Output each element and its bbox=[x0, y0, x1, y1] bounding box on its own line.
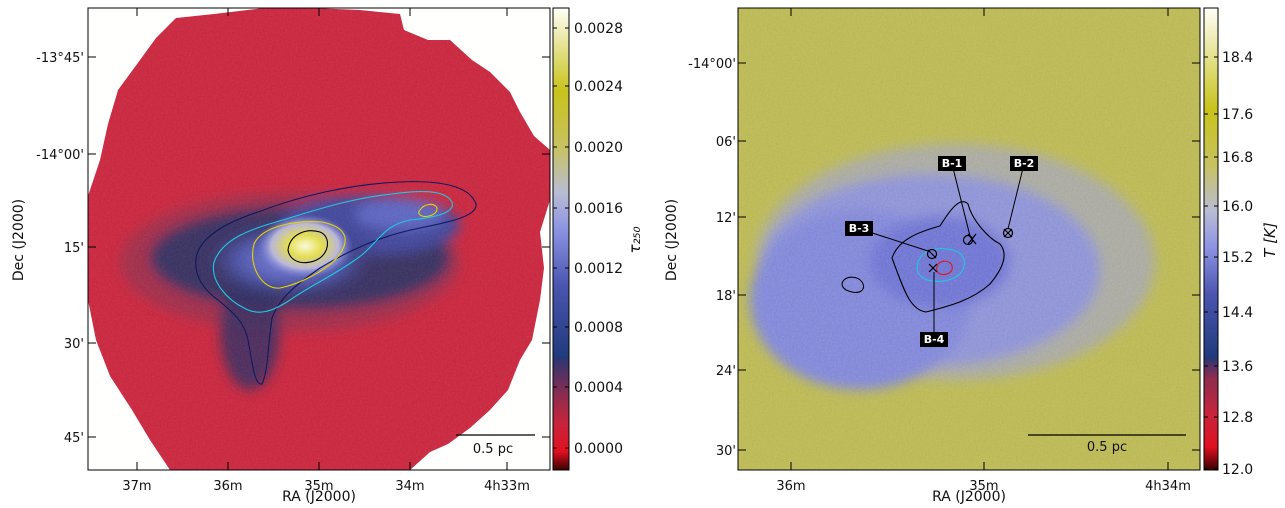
ticks-left bbox=[88, 8, 550, 470]
colorbar-tick-label: 0.0016 bbox=[574, 201, 623, 217]
colorbar-tick-label: 0.0024 bbox=[574, 79, 623, 95]
colorbar-tick-label: 16.0 bbox=[1222, 199, 1253, 215]
contour-red bbox=[936, 260, 953, 276]
colorbar-tick-label: 0.0004 bbox=[574, 380, 623, 396]
colorbar-tick-label: 0.0008 bbox=[574, 320, 623, 336]
ticks-right bbox=[738, 8, 1200, 470]
source-label-b4: B-4 bbox=[920, 332, 948, 347]
source-markers bbox=[926, 227, 1014, 273]
source-b4-text: B-4 bbox=[924, 333, 945, 346]
colorbar-tau: 0.0028 0.0024 0.0020 0.0016 0.0012 0.000… bbox=[552, 7, 644, 471]
y-tick-label: 18' bbox=[716, 289, 736, 304]
colorbar-tick-label: 14.4 bbox=[1222, 305, 1253, 321]
x-axis-label-left: RA (J2000) bbox=[282, 489, 356, 504]
y-axis-label-left: Dec (J2000) bbox=[11, 199, 27, 281]
colorbar-tick-label: 17.6 bbox=[1222, 107, 1253, 123]
colorbar-tick-label: 0.0012 bbox=[574, 261, 623, 277]
contour-yellow bbox=[252, 221, 346, 289]
source-b3-text: B-3 bbox=[849, 222, 870, 235]
contour-black bbox=[891, 201, 1005, 313]
contour-black-small bbox=[841, 276, 865, 293]
colorbar-temperature: 18.4 17.6 16.8 16.0 15.2 14.4 13.6 12.8 … bbox=[1203, 7, 1279, 478]
x-axis-label-right: RA (J2000) bbox=[932, 489, 1006, 504]
y-tick-label: 30' bbox=[64, 337, 84, 352]
contour-cyan bbox=[212, 191, 453, 313]
source-label-b2: B-2 bbox=[1010, 156, 1038, 171]
scalebar-label: 0.5 pc bbox=[473, 442, 513, 457]
colorbar-tick-label: 0.0020 bbox=[574, 140, 623, 156]
x-tick-label: 36m bbox=[776, 479, 805, 494]
colorbar-title: T [K] bbox=[1261, 222, 1279, 258]
x-tick-label: 35m bbox=[969, 479, 998, 494]
x-tick-label: 4h34m bbox=[1145, 479, 1191, 494]
x-tick-label: 34m bbox=[395, 479, 424, 494]
x-tick-label: 4h33m bbox=[484, 479, 530, 494]
y-tick-label: 12' bbox=[716, 211, 736, 226]
contour-black bbox=[287, 230, 329, 264]
source-label-b1: B-1 bbox=[938, 156, 966, 171]
temperature-panel: B-1 B-2 B-3 B-4 0.5 pc RA (J2000) bbox=[664, 7, 1279, 505]
y-tick-label: -14°00' bbox=[688, 57, 736, 72]
contour-navy bbox=[195, 181, 477, 385]
colorbar-title: τ₂₅₀ bbox=[626, 226, 644, 253]
y-tick-label: 45' bbox=[64, 431, 84, 446]
x-tick-label: 37m bbox=[122, 479, 151, 494]
source-b2-text: B-2 bbox=[1014, 157, 1035, 170]
scalebar-label: 0.5 pc bbox=[1087, 440, 1127, 455]
colorbar-tick-label: 15.2 bbox=[1222, 250, 1253, 266]
optical-depth-panel: 0.5 pc RA (J2000) Dec (J2000) 37m 36m 35… bbox=[11, 7, 644, 505]
colorbar-tick-label: 0.0028 bbox=[574, 21, 623, 37]
contour-cyan bbox=[916, 248, 965, 282]
y-tick-label: -14°00' bbox=[36, 148, 84, 163]
y-tick-label: 06' bbox=[716, 135, 736, 150]
x-tick-label: 35m bbox=[304, 479, 333, 494]
contour-yellow-small bbox=[418, 203, 438, 218]
colorbar-tick-label: 13.6 bbox=[1222, 359, 1253, 375]
scalebar-right: 0.5 pc bbox=[1028, 434, 1186, 455]
colorbar-tick-label: 16.8 bbox=[1222, 150, 1253, 166]
colorbar-tick-label: 12.0 bbox=[1222, 462, 1253, 478]
colorbar-tick-label: 18.4 bbox=[1222, 50, 1253, 66]
colorbar-tick-label: 0.0000 bbox=[574, 441, 623, 457]
colorbar-tick-label: 12.8 bbox=[1222, 410, 1253, 426]
y-axis-label-right: Dec (J2000) bbox=[664, 199, 680, 281]
scalebar-left: 0.5 pc bbox=[456, 434, 535, 457]
y-tick-label: 30' bbox=[716, 444, 736, 459]
y-tick-label: -13°45' bbox=[36, 51, 84, 66]
y-tick-label: 15' bbox=[64, 241, 84, 256]
source-label-b3: B-3 bbox=[845, 221, 873, 236]
source-b1-text: B-1 bbox=[942, 157, 963, 170]
x-tick-label: 36m bbox=[213, 479, 242, 494]
y-tick-label: 24' bbox=[716, 364, 736, 379]
